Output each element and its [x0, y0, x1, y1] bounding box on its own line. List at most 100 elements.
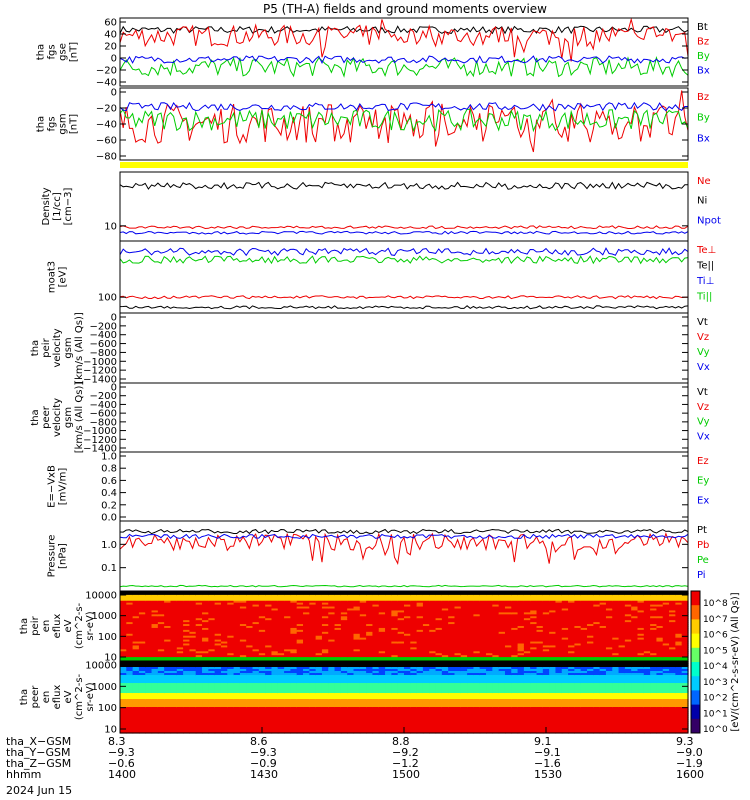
- heatmap-cell: [473, 643, 481, 647]
- heatmap-cell: [366, 598, 374, 602]
- legend-entry-Bt: Bt: [697, 22, 708, 33]
- heatmap-cell: [233, 707, 241, 710]
- heatmap-cell: [132, 683, 140, 686]
- heatmap-cell: [612, 591, 620, 594]
- heatmap-cell: [334, 637, 342, 641]
- heatmap-cell: [220, 689, 228, 692]
- heatmap-cell: [321, 673, 329, 676]
- heatmap-cell: [681, 606, 689, 610]
- heatmap-cell: [227, 600, 235, 604]
- heatmap-cell: [309, 669, 317, 672]
- heatmap-cell: [366, 661, 374, 664]
- heatmap-cell: [448, 653, 456, 656]
- heatmap-cell: [189, 685, 197, 688]
- heatmap-cell: [454, 592, 462, 596]
- heatmap-cell: [252, 614, 260, 617]
- heatmap-cell: [265, 649, 273, 652]
- heatmap-cell: [675, 657, 683, 660]
- heatmap-cell: [662, 659, 670, 662]
- heatmap-cell: [164, 721, 172, 724]
- heatmap-cell: [296, 715, 304, 718]
- heatmap-cell: [132, 721, 140, 724]
- heatmap-cell: [315, 649, 323, 652]
- heatmap-cell: [599, 626, 607, 629]
- heatmap-cell: [416, 622, 424, 625]
- heatmap-cell: [183, 620, 191, 623]
- heatmap-cell: [422, 633, 430, 637]
- heatmap-cell: [340, 663, 348, 666]
- heatmap-cell: [391, 594, 399, 598]
- heatmap-cell: [599, 657, 607, 660]
- heatmap-cell: [473, 606, 481, 610]
- heatmap-cell: [258, 709, 266, 712]
- heatmap-cell: [587, 637, 594, 641]
- heatmap-cell: [284, 689, 291, 692]
- heatmap-cell: [132, 699, 140, 702]
- heatmap-cell: [296, 608, 304, 612]
- heatmap-cell: [321, 725, 329, 728]
- heatmap-cell: [246, 591, 254, 594]
- heatmap-cell: [422, 591, 430, 594]
- heatmap-cell: [132, 685, 140, 688]
- heatmap-cell: [517, 624, 525, 627]
- heatmap-cell: [164, 715, 172, 718]
- heatmap-cell: [138, 591, 146, 594]
- heatmap-cell: [498, 659, 506, 662]
- heatmap-cell: [258, 719, 266, 722]
- heatmap-cell: [599, 645, 607, 648]
- heatmap-cell: [258, 667, 266, 670]
- heatmap-cell: [271, 685, 279, 688]
- heatmap-cell: [189, 673, 197, 676]
- heatmap-cell: [523, 637, 531, 641]
- heatmap-cell: [328, 731, 336, 734]
- heatmap-cell: [145, 677, 153, 680]
- heatmap-cell: [126, 709, 134, 712]
- heatmap-cell: [340, 661, 348, 664]
- heatmap-cell: [321, 669, 329, 672]
- heatmap-cell: [284, 725, 291, 728]
- heatmap-cell: [631, 608, 639, 612]
- heatmap-cell: [574, 620, 582, 623]
- heatmap-cell: [416, 594, 424, 598]
- heatmap-cell: [593, 643, 601, 647]
- heatmap-cell: [315, 637, 323, 641]
- heatmap-cell: [372, 723, 380, 726]
- heatmap-cell: [504, 600, 512, 604]
- heatmap-cell: [530, 627, 538, 631]
- heatmap-cell: [164, 731, 172, 734]
- heatmap-cell: [359, 647, 367, 650]
- heatmap-cell: [561, 631, 569, 635]
- heatmap-cell: [126, 675, 134, 678]
- heatmap-cell: [170, 679, 178, 682]
- heatmap-cell: [277, 713, 285, 716]
- heatmap-cell: [334, 639, 342, 643]
- heatmap-cell: [296, 594, 304, 598]
- heatmap-cell: [334, 645, 342, 648]
- heatmap-cell: [321, 705, 329, 708]
- heatmap-cell: [492, 643, 500, 647]
- heatmap-cell: [258, 683, 266, 686]
- heatmap-cell: [340, 703, 348, 706]
- heatmap-cell: [284, 709, 291, 712]
- heatmap-cell: [366, 731, 374, 734]
- heatmap-cell: [170, 598, 178, 602]
- heatmap-cell: [138, 677, 146, 680]
- heatmap-cell: [296, 665, 304, 668]
- heatmap-cell: [359, 729, 367, 732]
- heatmap-cell: [157, 635, 165, 639]
- heatmap-cell: [309, 616, 317, 619]
- y-axis-label: velocity: [52, 328, 63, 367]
- heatmap-cell: [486, 596, 493, 600]
- heatmap-cell: [284, 592, 291, 596]
- heatmap-cell: [681, 608, 689, 612]
- heatmap-cell: [303, 729, 310, 732]
- heatmap-cell: [359, 701, 367, 704]
- heatmap-cell: [397, 600, 405, 604]
- heatmap-cell: [656, 618, 664, 621]
- heatmap-cell: [675, 626, 683, 629]
- heatmap-cell: [359, 637, 367, 641]
- heatmap-cell: [454, 653, 462, 656]
- heatmap-cell: [359, 653, 367, 656]
- heatmap-cell: [157, 631, 165, 635]
- heatmap-cell: [486, 604, 493, 608]
